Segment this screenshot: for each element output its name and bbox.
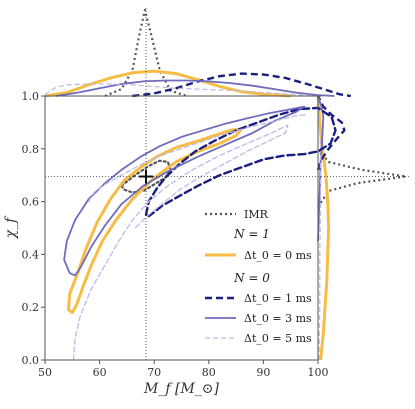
x-tick-label-90: 90 — [256, 366, 270, 379]
axes-frame — [44, 95, 319, 361]
top-marginal-n-0-t-0-3-ms — [55, 79, 335, 97]
right-marginal — [316, 95, 408, 361]
y-tick-label-0.0: 0.0 — [22, 354, 40, 367]
top-marginal-n-0-t-0-1-ms — [132, 72, 351, 98]
top-marginal-n-0-t-0-5-ms — [44, 83, 319, 97]
legend: IMR N = 1 Δt_0 = 0 ms N = 0 Δt_0 = 1 ms Δt_0 … — [205, 208, 312, 345]
x-tick-label-50: 50 — [38, 366, 52, 379]
y-axis-label: χ_f — [3, 215, 19, 239]
x-tick-label-100: 100 — [308, 366, 329, 379]
contour-n-0-t-0-5-ms — [72, 124, 289, 360]
y-tick-label-0.4: 0.4 — [22, 248, 40, 261]
legend-text-n0-dt1: Δt_0 = 1 ms — [244, 292, 312, 305]
x-axis-label: M_f [M_⊙] — [143, 381, 219, 397]
top-marginal-imr — [104, 8, 188, 98]
legend-text-n0-dt5: Δt_0 = 5 ms — [244, 332, 312, 345]
legend-header-n1: N = 1 — [233, 227, 270, 241]
right-marginal-n-0-t-0-5-ms — [317, 95, 322, 361]
main-plot — [63, 105, 337, 360]
legend-text-n0-dt3: Δt_0 = 3 ms — [244, 312, 312, 325]
y-tick-label-0.2: 0.2 — [22, 301, 40, 314]
top-marginal — [44, 8, 351, 98]
top-marginal-n-1-t-0-0-ms — [44, 69, 291, 98]
contour-n-0-t-0-5-ms-upper — [88, 113, 308, 203]
x-tick-label-80: 80 — [202, 366, 216, 379]
contour-n-0-t-0-1-ms — [144, 106, 337, 218]
y-tick-label-0.8: 0.8 — [22, 143, 40, 156]
legend-text-imr: IMR — [244, 208, 269, 221]
y-tick-label-0.6: 0.6 — [22, 196, 40, 209]
y-tick-label-1.0: 1.0 — [22, 90, 40, 103]
x-tick-label-70: 70 — [147, 366, 161, 379]
x-tick-label-60: 60 — [93, 366, 107, 379]
legend-text-n1-dt0: Δt_0 = 0 ms — [244, 249, 312, 262]
contour-n-1-t-0-0-ms — [67, 127, 244, 314]
legend-header-n0: N = 0 — [233, 271, 270, 285]
right-marginal-n-0-t-0-1-ms — [316, 95, 346, 171]
axes: 50 60 70 80 90 100 0.0 0.2 0.4 0.6 0.8 1.0 M_f [M_⊙]… — [3, 8, 410, 397]
right-marginal-imr — [317, 148, 408, 208]
